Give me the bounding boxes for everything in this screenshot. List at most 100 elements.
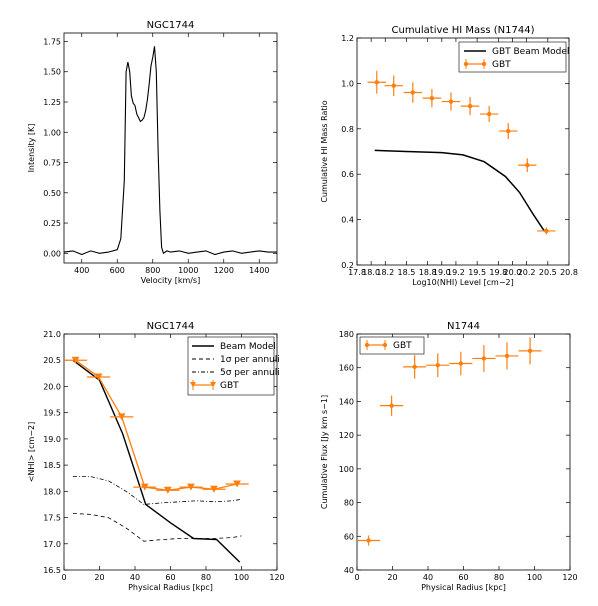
x-tick-label: 20.5 (539, 268, 557, 277)
x-tick-label: 100 (527, 573, 542, 582)
gbt-mass-point (467, 103, 473, 109)
y-tick-label: 0.00 (43, 249, 61, 258)
x-tick-label: 800 (145, 266, 160, 275)
gbt-flux-point (458, 361, 464, 366)
legend-gbt-label: GBT (220, 381, 239, 391)
x-tick-label: 1200 (214, 266, 234, 275)
legend: Beam Model 1σ per annuli 5σ per annuli GBT (187, 336, 280, 396)
gbt-mass-point (448, 99, 454, 104)
y-tick-label: 21.0 (43, 330, 61, 339)
chart-title: N1744 (447, 321, 480, 332)
legend-sigma5-label: 5σ per annuli (220, 368, 280, 378)
gbt-profile-point (210, 485, 218, 493)
gbt-flux-point (412, 364, 417, 370)
sigma5-line (72, 476, 242, 505)
gbt-profile-point (140, 483, 149, 491)
chart-title: NGC1744 (147, 321, 195, 332)
y-tick-label: 19.5 (43, 409, 61, 418)
y-tick-label: 0.8 (341, 125, 354, 134)
x-tick-label: 18.2 (376, 268, 394, 277)
x-tick-label: 1400 (249, 266, 269, 275)
x-tick-label: 120 (562, 573, 577, 582)
y-tick-label: 17.0 (43, 540, 61, 549)
y-tick-label: 1.25 (43, 98, 61, 107)
gbt-flux-point (389, 403, 394, 408)
y-axis-label: Cumulative Flux [Jy km s−1] (320, 395, 329, 509)
y-tick-label: 0.4 (341, 216, 354, 225)
beam-model-line (374, 149, 545, 232)
y-tick-label: 160 (339, 364, 354, 373)
gbt-profile-point (233, 480, 241, 488)
x-axis-label: Log10(NHI) Level [cm−2] (412, 278, 514, 287)
gbt-profile-point (187, 483, 195, 491)
y-tick-label: 40 (344, 566, 354, 575)
y-tick-label: 140 (339, 397, 354, 406)
y-tick-label: 60 (344, 532, 354, 541)
y-tick-label: 120 (339, 431, 354, 440)
y-tick-label: 1.50 (43, 68, 61, 77)
x-tick-label: 600 (110, 266, 125, 275)
legend-gbt-label: GBT (492, 60, 511, 70)
x-tick-label: 18.5 (398, 268, 416, 277)
x-tick-label: 0 (354, 573, 359, 582)
x-tick-label: 20 (387, 573, 397, 582)
panel-column-density-profile: NGC1744 0 20 40 60 80 100 120 16.5 17.0 17.5 18.0 18… (27, 321, 285, 592)
x-tick-label: 1000 (178, 266, 198, 275)
x-tick-label: 100 (234, 573, 249, 582)
x-tick-label: 80 (494, 573, 504, 582)
gbt-flux-point (366, 538, 371, 543)
gbt-profile-point (71, 356, 80, 364)
y-tick-label: 1.75 (43, 37, 61, 46)
y-tick-label: 100 (339, 465, 354, 474)
spectrum-line (63, 46, 277, 256)
y-tick-label: 17.5 (43, 514, 61, 523)
x-axis-label: Physical Radius [kpc] (421, 583, 506, 592)
x-axis-label: Velocity [km/s] (141, 276, 200, 285)
axes-frame (356, 37, 570, 266)
y-tick-label: 20.5 (43, 356, 61, 365)
x-tick-label: 20.2 (518, 268, 536, 277)
gbt-profile-point (163, 486, 172, 494)
y-tick-label: 1.00 (43, 128, 61, 137)
x-tick-label: 120 (269, 573, 284, 582)
gbt-flux-point (527, 348, 533, 354)
x-tick-label: 19.5 (468, 268, 486, 277)
legend-beam-model-label: Beam Model (220, 342, 276, 352)
gbt-flux-point (504, 353, 510, 359)
x-tick-label: 60 (165, 573, 175, 582)
chart-title: NGC1744 (147, 20, 195, 31)
x-tick-label: 80 (201, 573, 211, 582)
x-tick-label: 17.8 (348, 268, 366, 277)
y-tick-label: 0.25 (43, 219, 61, 228)
legend-box (458, 41, 567, 73)
legend: GBT Beam Model GBT (458, 41, 569, 73)
panel-cumulative-mass: Cumulative HI Mass (N1744) 17.818.018.2 18… (320, 25, 578, 287)
y-tick-label: 18.5 (43, 461, 61, 470)
panel-cumulative-flux: N1744 0 20 40 60 80 100 120 40 60 80 100 120 140 160 18… (320, 321, 578, 592)
gbt-mass-point (544, 228, 549, 234)
gbt-mass-point (374, 80, 379, 85)
x-tick-label: 19.2 (447, 268, 465, 277)
gbt-profile-point (117, 413, 126, 421)
legend-gbt-label: GBT (393, 341, 412, 351)
gbt-mass-point (506, 128, 511, 134)
x-tick-label: 20.0 (504, 268, 522, 277)
x-tick-label: 400 (74, 266, 89, 275)
gbt-mass-point (410, 90, 416, 95)
x-tick-label: 19.8 (489, 268, 507, 277)
beam-model-line (72, 359, 241, 563)
axes-frame (63, 32, 278, 264)
y-tick-label: 1.2 (341, 34, 354, 43)
y-axis-label: Intensity [K] (27, 124, 36, 173)
panel-spectrum: NGC1744 400 600 800 1000 1200 1400 0.00 0.25 0.50… (27, 20, 278, 285)
y-axis-label: Cumulative HI Mass Ratio (320, 100, 329, 202)
chart-title: Cumulative HI Mass (N1744) (392, 25, 535, 36)
x-tick-label: 40 (423, 573, 433, 582)
x-tick-label: 40 (130, 573, 140, 582)
y-tick-label: 0.2 (341, 261, 354, 270)
y-tick-label: 0.50 (43, 189, 61, 198)
gbt-profile-point (94, 373, 103, 381)
x-tick-label: 0 (61, 573, 66, 582)
gbt-mass-point (391, 83, 396, 88)
